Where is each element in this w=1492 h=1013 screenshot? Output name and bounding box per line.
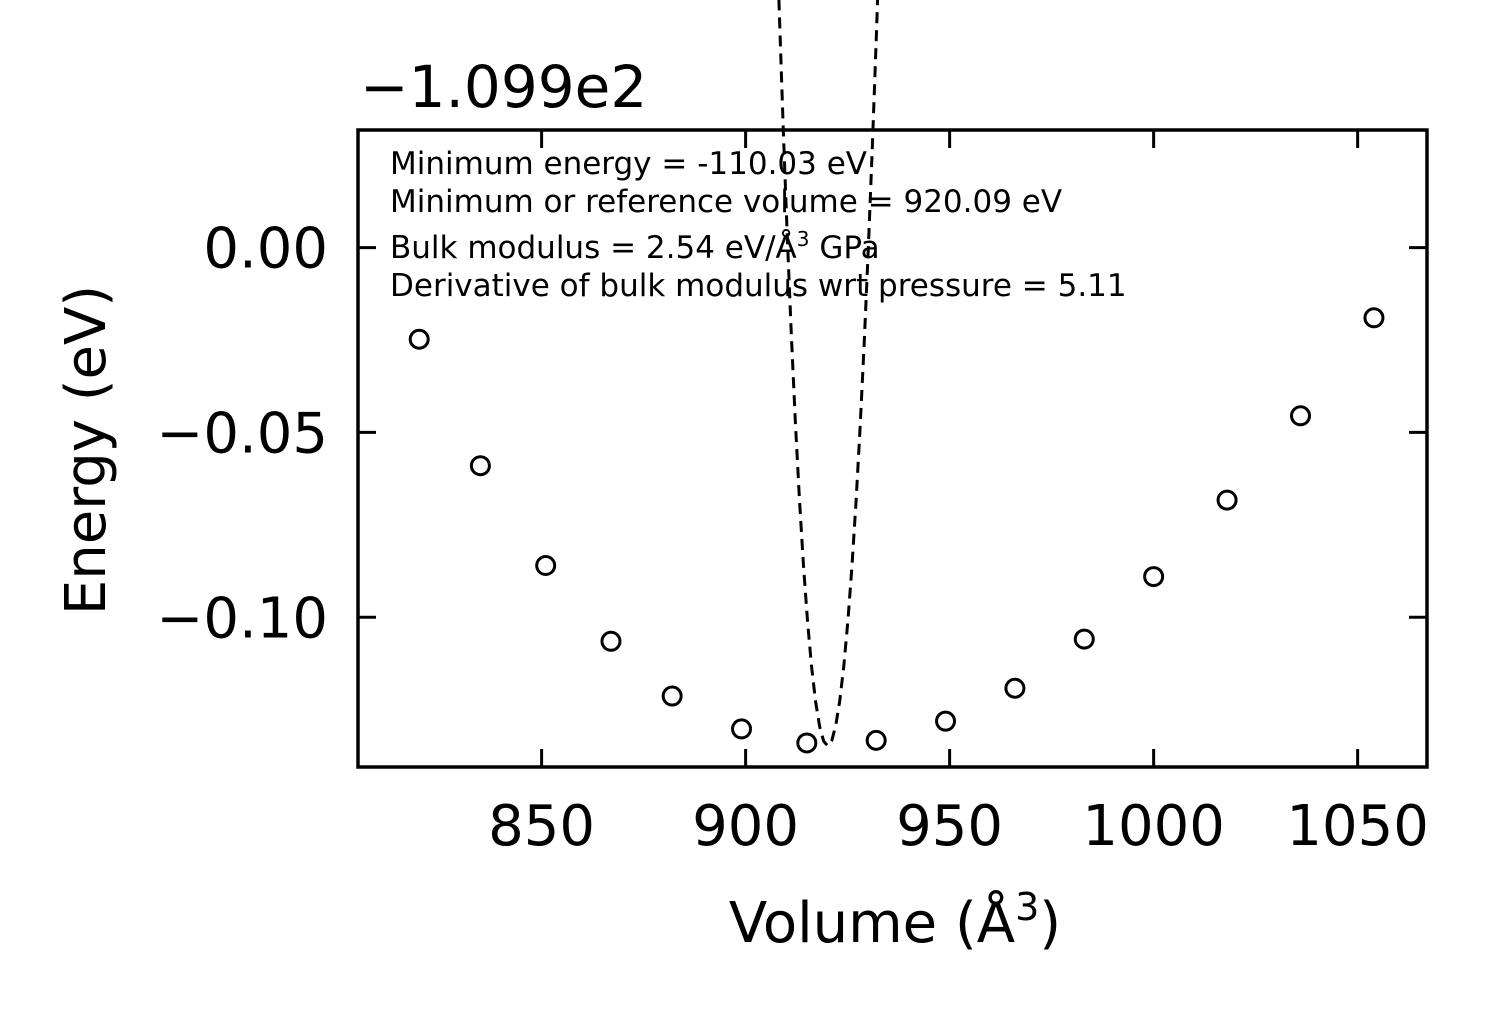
data-point bbox=[1216, 489, 1238, 511]
annotation-bulk-modulus: Bulk modulus = 2.54 eV/Å3 GPa bbox=[390, 227, 880, 266]
annotation-bulk-derivative: Derivative of bulk modulus wrt pressure … bbox=[390, 268, 1127, 304]
data-point bbox=[1004, 677, 1026, 699]
x-tick-label: 950 bbox=[896, 794, 1003, 859]
annotation-bulk-modulus-unit: GPa bbox=[809, 230, 879, 266]
data-point bbox=[796, 732, 818, 754]
x-axis-label-end: ) bbox=[1039, 891, 1061, 956]
data-points-layer bbox=[408, 307, 1385, 754]
data-point bbox=[408, 328, 430, 350]
y-tick-label: −0.05 bbox=[156, 401, 328, 466]
data-point bbox=[935, 710, 957, 732]
x-tick-label: 1000 bbox=[1082, 794, 1225, 859]
data-point bbox=[1073, 628, 1095, 650]
x-tick-label: 1050 bbox=[1286, 794, 1429, 859]
annotation-bulk-modulus-sup: 3 bbox=[797, 227, 810, 251]
data-point bbox=[661, 685, 683, 707]
y-tick-label: −0.10 bbox=[156, 586, 328, 651]
annotation-bulk-modulus-text: Bulk modulus = 2.54 eV/Å bbox=[390, 230, 797, 266]
x-axis-label-sup: 3 bbox=[1015, 885, 1039, 929]
data-point bbox=[1143, 566, 1165, 588]
y-offset-label: −1.099e2 bbox=[360, 53, 647, 121]
data-point bbox=[731, 718, 753, 740]
x-tick-label: 900 bbox=[692, 794, 799, 859]
plot-frame bbox=[356, 128, 1429, 769]
annotation-min-volume: Minimum or reference volume = 920.09 eV bbox=[390, 184, 1062, 220]
ticks-layer: 850 900 950 1000 1050 0.00 −0.05 −0.10 bbox=[156, 130, 1429, 859]
annotation-min-energy: Minimum energy = -110.03 eV bbox=[390, 146, 867, 182]
data-point bbox=[865, 729, 887, 751]
data-point bbox=[469, 455, 491, 477]
x-axis-label-text: Volume (Å bbox=[729, 890, 1015, 956]
data-point bbox=[600, 630, 622, 652]
data-point bbox=[1363, 307, 1385, 329]
data-point bbox=[1290, 405, 1312, 427]
x-axis-label: Volume (Å3) bbox=[729, 885, 1061, 956]
data-point bbox=[535, 555, 557, 577]
annotation-box: Minimum energy = -110.03 eV Minimum or r… bbox=[390, 146, 1127, 304]
x-tick-label: 850 bbox=[488, 794, 595, 859]
y-tick-label: 0.00 bbox=[203, 217, 328, 282]
y-axis-label: Energy (eV) bbox=[54, 285, 119, 615]
